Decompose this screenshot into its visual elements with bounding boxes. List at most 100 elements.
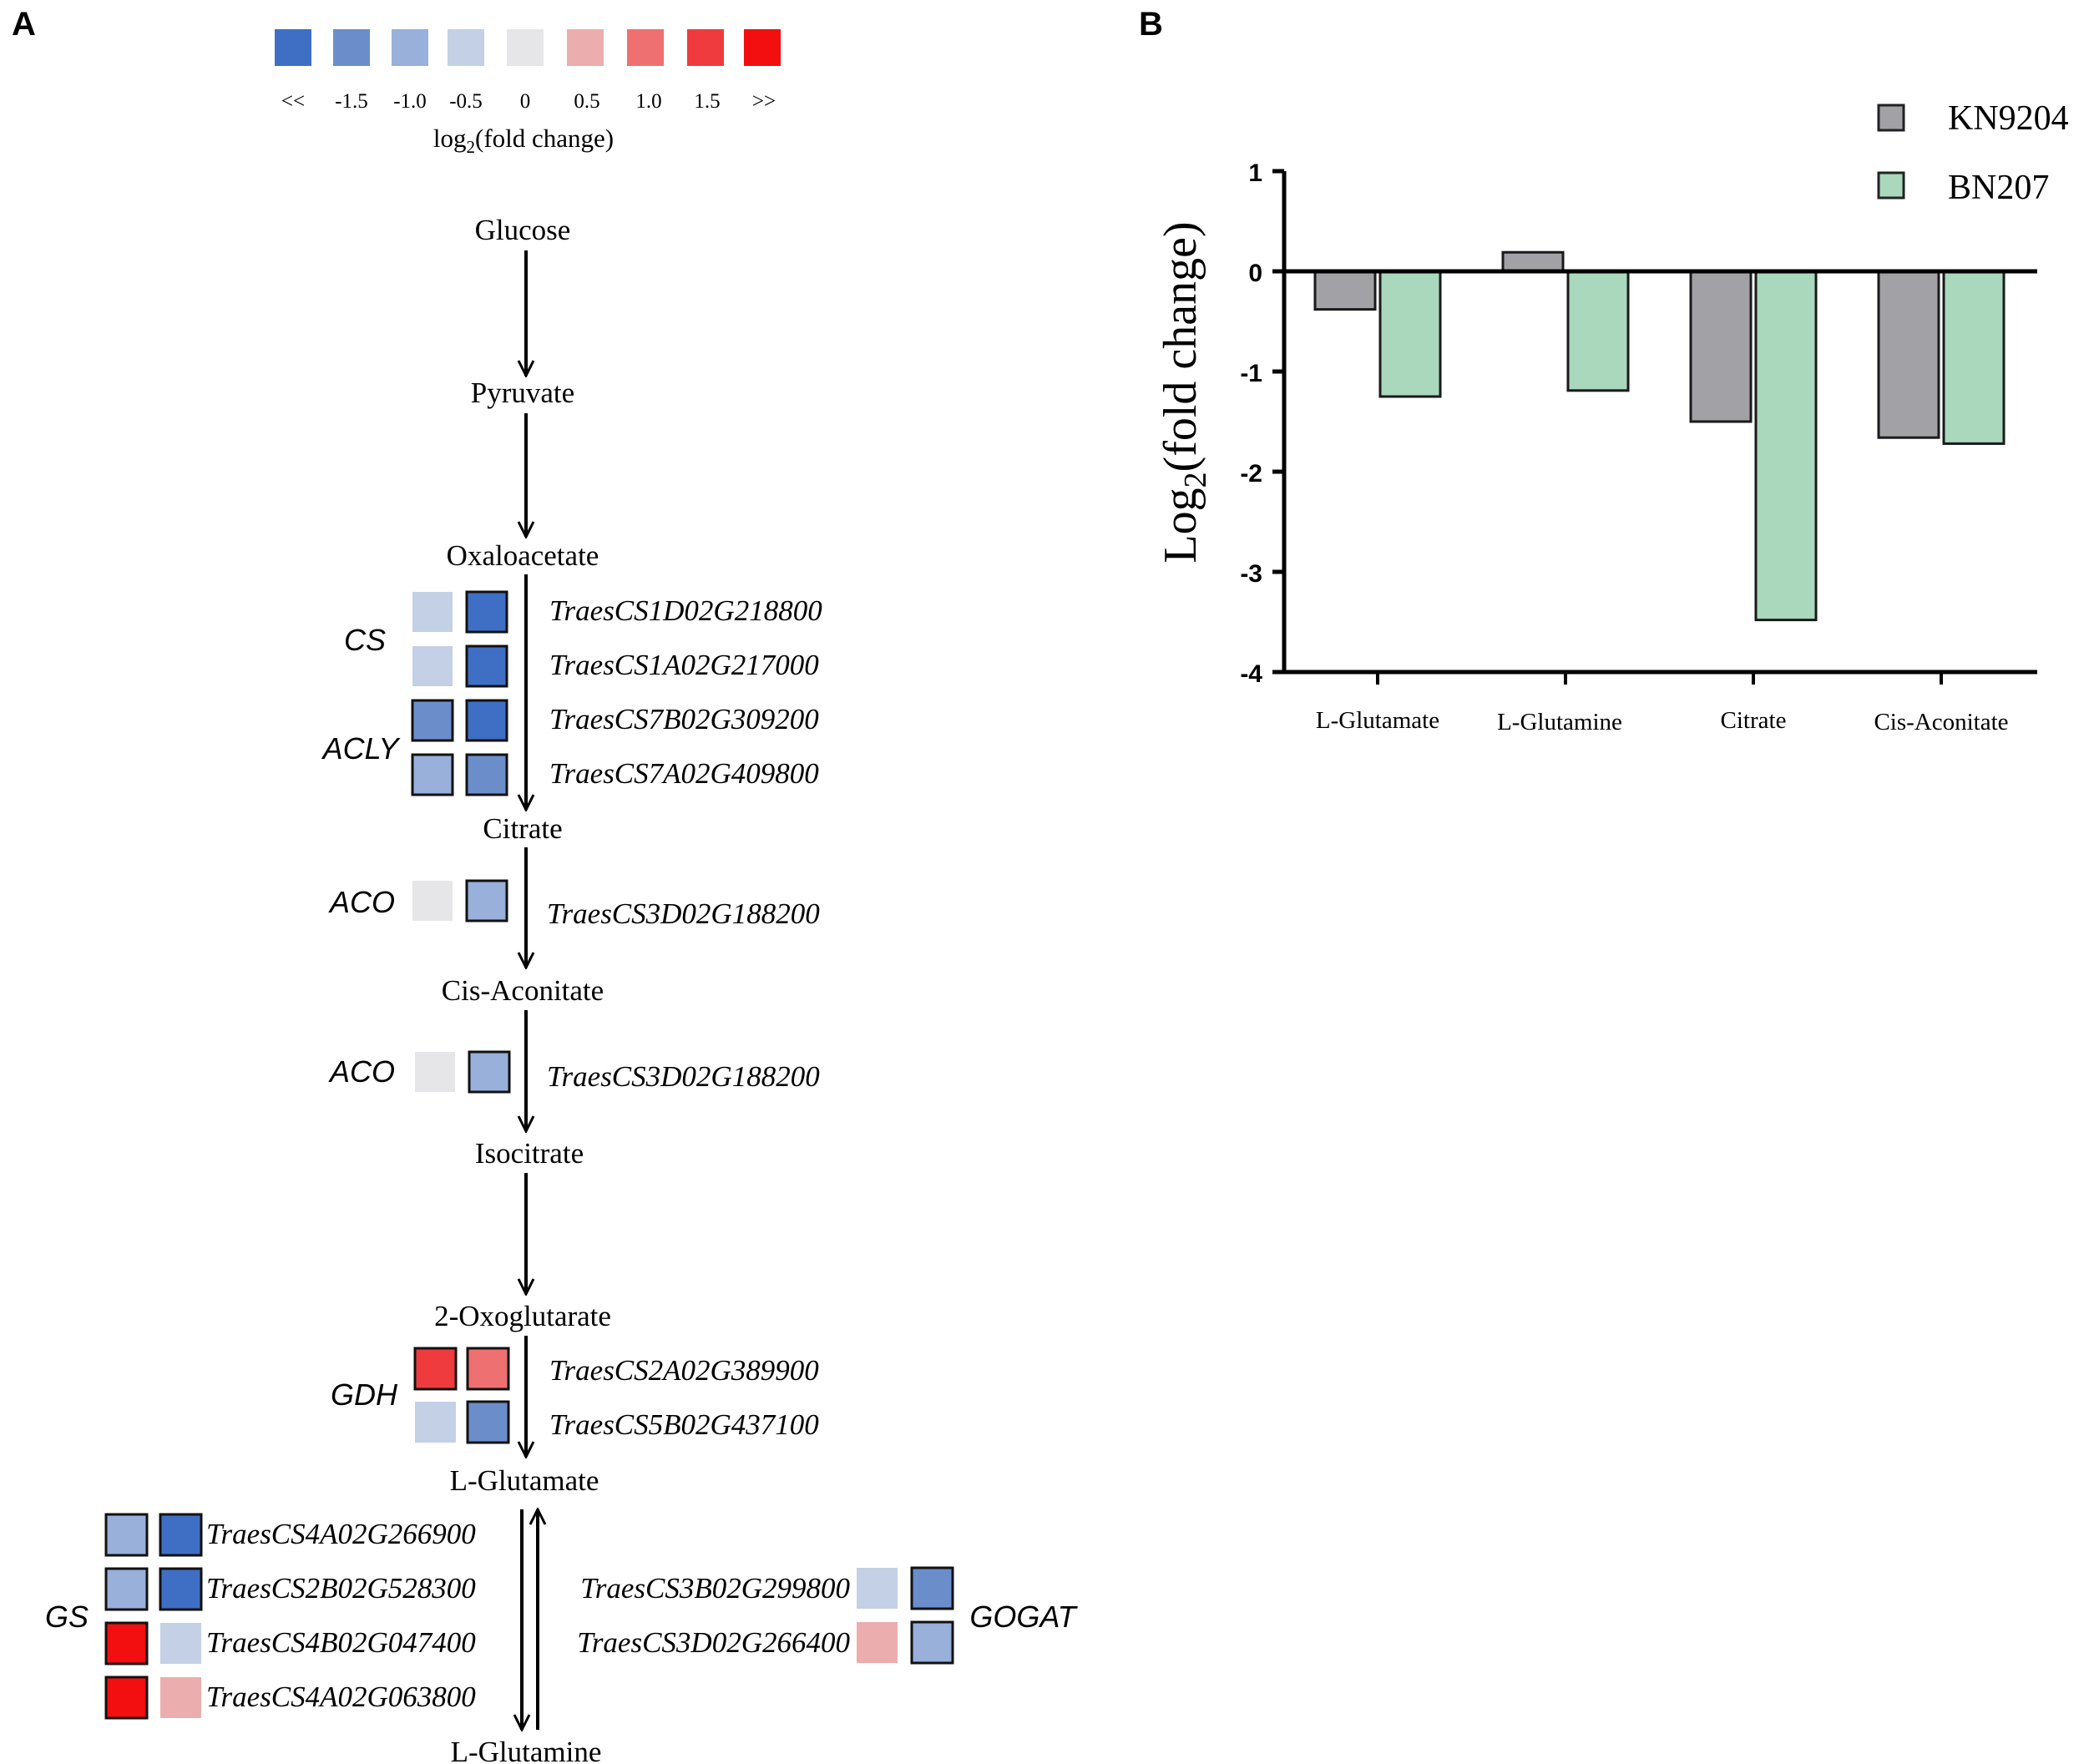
y-axis-title: Log2(fold change) [1155, 221, 1213, 563]
gene-id: TraesCS3B02G299800 [580, 1572, 850, 1605]
scale-label: 0 [520, 90, 531, 113]
scale-swatch [333, 29, 370, 66]
expression-box [160, 1623, 201, 1664]
scale-label: << [281, 90, 305, 113]
expression-box [159, 1567, 203, 1611]
metabolite-pyruvate: Pyruvate [471, 377, 574, 409]
expression-box [104, 1676, 149, 1720]
scale-label: 1.0 [635, 90, 661, 113]
expression-box [857, 1568, 898, 1609]
bar-kn9204-cis-aconitate [1877, 270, 1940, 439]
bar-kn9204-citrate [1689, 270, 1753, 423]
expression-box [412, 592, 453, 632]
enzyme-labels: CS ACLY ACO ACO GDH GS GOGAT [45, 623, 1079, 1634]
expression-box [413, 1347, 458, 1391]
metabolite-oxaloacetate: Oxaloacetate [447, 539, 599, 572]
scale-swatch [567, 29, 604, 66]
bar-chart: KN9204 BN207 Log2(fold change) 1 0 -1 -2… [1155, 99, 2069, 735]
legend-label-kn9204: KN9204 [1948, 99, 2069, 138]
scale-label: >> [752, 90, 776, 113]
gene-expression-boxes [104, 590, 954, 1720]
gene-id: TraesCS4A02G266900 [206, 1518, 476, 1550]
gene-id: TraesCS4B02G047400 [206, 1626, 476, 1659]
x-category-label: L-Glutamine [1497, 709, 1622, 735]
panel-b-label: B [1139, 6, 1163, 43]
scale-label: -1.0 [393, 90, 427, 113]
scale-title: log2(fold change) [433, 124, 614, 157]
expression-box [159, 1513, 203, 1557]
scale-label: 1.5 [694, 90, 720, 113]
bar-kn9204-l-glutamine [1501, 250, 1565, 273]
gene-id: TraesCS5B02G437100 [549, 1408, 819, 1441]
scale-swatch [744, 29, 781, 66]
gene-id: TraesCS3D02G188200 [547, 897, 820, 930]
bar-bn207-cis-aconitate [1942, 270, 2006, 445]
gene-id-labels: TraesCS1D02G218800 TraesCS1A02G217000 Tr… [206, 594, 850, 1713]
legend-label-bn207: BN207 [1948, 169, 2049, 207]
y-tick-label: -4 [1240, 660, 1262, 688]
y-ticks: 1 0 -1 -2 -3 -4 [1240, 159, 1284, 688]
enzyme-aco: ACO [328, 885, 395, 919]
expression-box [412, 881, 453, 921]
expression-box [468, 1050, 511, 1094]
scale-label: -1.5 [335, 90, 368, 113]
gene-id: TraesCS1D02G218800 [549, 594, 822, 627]
expression-box [910, 1620, 954, 1665]
y-tick-label: 1 [1248, 159, 1262, 187]
metabolite-citrate: Citrate [483, 812, 562, 845]
gene-id: TraesCS7A02G409800 [549, 757, 819, 790]
expression-box [104, 1513, 149, 1557]
gene-id: TraesCS2A02G389900 [549, 1354, 819, 1387]
gene-id: TraesCS7B02G309200 [549, 703, 819, 735]
scale-label: -0.5 [449, 90, 483, 113]
metabolite-l-glutamate: L-Glutamate [450, 1464, 599, 1497]
scale-swatch [448, 29, 484, 66]
chart-legend: KN9204 BN207 [1877, 99, 2069, 207]
expression-box [412, 646, 453, 686]
metabolite-glucose: Glucose [475, 214, 571, 246]
x-category-label: Cis-Aconitate [1874, 709, 2008, 735]
expression-box [411, 699, 454, 742]
bar-kn9204-l-glutamate [1313, 270, 1377, 311]
panel-a-label: A [12, 6, 36, 43]
scale-swatch [627, 29, 664, 66]
y-tick-label: -3 [1240, 560, 1262, 588]
expression-box [415, 1402, 456, 1443]
gene-id: TraesCS3D02G188200 [547, 1060, 820, 1093]
enzyme-gdh: GDH [331, 1377, 398, 1412]
expression-box [465, 644, 508, 688]
bar-bn207-citrate [1754, 270, 1818, 622]
bar-bn207-l-glutamate [1378, 270, 1442, 398]
enzyme-gs: GS [45, 1600, 89, 1634]
expression-box [415, 1052, 455, 1092]
gene-id: TraesCS4A02G063800 [206, 1681, 476, 1713]
expression-box [104, 1567, 149, 1611]
metabolite-2-oxoglutarate: 2-Oxoglutarate [434, 1300, 611, 1332]
legend-swatch-kn9204 [1877, 104, 1905, 132]
y-tick-label: 0 [1248, 260, 1262, 287]
color-scale-legend: << -1.5 -1.0 -0.5 0 0.5 1.0 1.5 >> log2(… [275, 29, 781, 157]
x-category-label: L-Glutamate [1316, 707, 1439, 734]
expression-box [466, 1347, 510, 1391]
enzyme-cs: CS [344, 623, 386, 657]
expression-box [104, 1621, 149, 1665]
scale-swatch [392, 29, 428, 66]
x-category-label: Citrate [1721, 707, 1787, 734]
metabolite-isocitrate: Isocitrate [475, 1137, 584, 1170]
expression-box [465, 699, 508, 742]
expression-box [411, 753, 454, 796]
gene-id: TraesCS2B02G528300 [206, 1572, 476, 1605]
enzyme-acly: ACLY [321, 731, 402, 766]
scale-swatch [275, 29, 311, 66]
scale-label: 0.5 [574, 90, 599, 113]
y-tick-label: -1 [1240, 360, 1262, 387]
metabolite-l-glutamine: L-Glutamine [451, 1736, 602, 1764]
gene-id: TraesCS1A02G217000 [549, 649, 819, 681]
expression-box [910, 1566, 954, 1610]
gene-id: TraesCS3D02G266400 [577, 1626, 850, 1659]
expression-box [857, 1622, 898, 1663]
bar-bn207-l-glutamine [1566, 270, 1630, 392]
enzyme-aco: ACO [328, 1054, 395, 1089]
expression-box [465, 753, 508, 796]
